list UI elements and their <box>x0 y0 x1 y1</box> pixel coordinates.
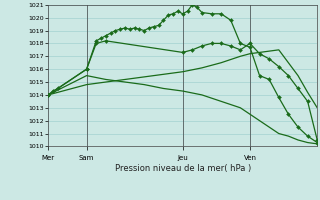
X-axis label: Pression niveau de la mer( hPa ): Pression niveau de la mer( hPa ) <box>115 164 251 173</box>
